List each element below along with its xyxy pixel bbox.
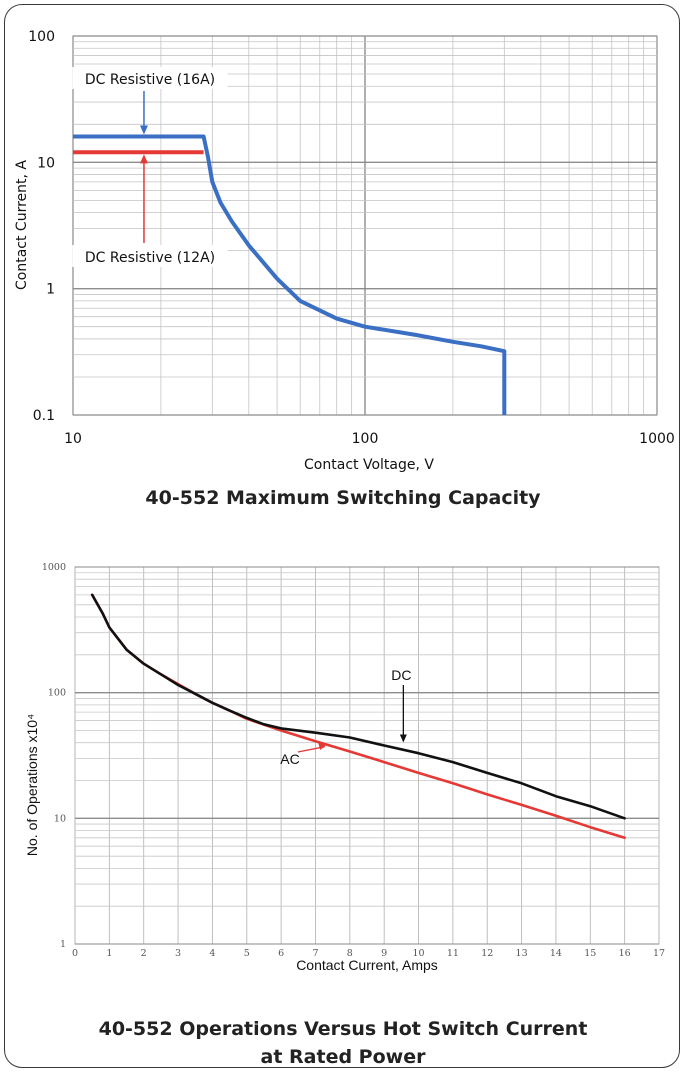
chart2-series-line-dc: [90, 593, 626, 820]
chart1-annotation-arrowhead: [139, 154, 148, 164]
chart1-y-tick-label: 10: [37, 155, 55, 171]
chart1-x-tick-label: 1000: [639, 431, 675, 447]
chart2-x-tick-label: 8: [347, 948, 353, 959]
chart2-caption-line1: 40-552 Operations Versus Hot Switch Curr…: [98, 1018, 588, 1040]
chart2-annotation-dc-arrowhead: [399, 734, 407, 743]
chart2-annotation-dc: DC: [391, 667, 411, 683]
chart2-annotation-ac-arrowhead: [318, 742, 328, 750]
chart2-x-tick-label: 12: [481, 948, 493, 959]
figure-frame: [4, 4, 680, 1068]
chart1-y-axis-label: Contact Current, A: [14, 160, 30, 290]
chart2-x-tick-label: 14: [550, 948, 562, 959]
chart2-y-axis-label: No. of Operations x10⁴: [24, 714, 40, 856]
chart1-annotation-bg: [72, 245, 228, 267]
chart2-x-tick-label: 13: [516, 948, 528, 959]
chart1-series: [73, 134, 507, 415]
chart2-x-tick-label: 16: [619, 948, 631, 959]
chart2-grid: [74, 566, 660, 945]
chart2-x-tick-label: 5: [244, 948, 250, 959]
chart2-y-tick-label: 1000: [42, 562, 66, 573]
chart2-x-tick-label: 2: [141, 948, 147, 959]
chart1-y-tick-label: 0.1: [33, 408, 55, 424]
chart1-grid: [72, 35, 658, 416]
chart2-x-axis-label: Contact Current, Amps: [296, 957, 438, 973]
chart2-annotations: DC AC: [280, 667, 411, 767]
chart-switching-capacity: 10 100 1000 0.1 1 10 100 DC Resistive (16A) DC …: [0, 0, 686, 530]
chart2-x-tick-label: 6: [278, 948, 284, 959]
chart1-x-tick-label: 10: [64, 431, 82, 447]
chart1-x-tick-label: 100: [352, 431, 379, 447]
chart2-caption-line2: at Rated Power: [260, 1046, 426, 1068]
chart1-y-tick-label: 100: [28, 29, 55, 45]
chart2-y-tick-label: 10: [54, 813, 66, 824]
chart2-y-tick-label: 100: [48, 688, 66, 699]
chart2-x-tick-label: 7: [312, 948, 318, 959]
chart1-annotations: DC Resistive (16A) DC Resistive (12A): [72, 67, 228, 267]
chart2-series: [90, 593, 626, 840]
chart2-annotation-ac: AC: [280, 751, 299, 767]
chart2-y-tick-label: 1: [60, 939, 66, 950]
chart2-x-tick-label: 9: [381, 948, 387, 959]
chart2-x-tick-label: 3: [175, 948, 181, 959]
chart2-x-tick-label: 4: [209, 948, 215, 959]
chart1-annotation-bg: [72, 67, 228, 89]
chart2-x-tick-label: 0: [72, 948, 78, 959]
chart1-y-tick-label: 1: [46, 282, 55, 298]
chart-operations-vs-current: 0 1 2 3 4 5 6 7 8 9 10 11 12 13 14 15 16 17 1 10 100 1000 DC A…: [0, 530, 686, 1074]
chart1-caption: 40-552 Maximum Switching Capacity: [145, 487, 541, 509]
chart2-x-tick-label: 1: [106, 948, 112, 959]
chart2-x-tick-label: 11: [447, 948, 459, 959]
chart1-series-line-0: [73, 134, 507, 415]
chart1-annotation-label: DC Resistive (12A): [85, 250, 215, 266]
chart1-ticks: 10 100 1000 0.1 1 10 100: [28, 29, 675, 447]
chart2-x-tick-label: 17: [653, 948, 665, 959]
chart2-x-tick-label: 15: [584, 948, 596, 959]
chart2-x-tick-label: 10: [412, 948, 424, 959]
chart1-annotation-arrowhead: [139, 125, 148, 135]
chart1-annotation-label: DC Resistive (16A): [85, 72, 215, 88]
chart1-x-axis-label: Contact Voltage, V: [304, 457, 434, 473]
